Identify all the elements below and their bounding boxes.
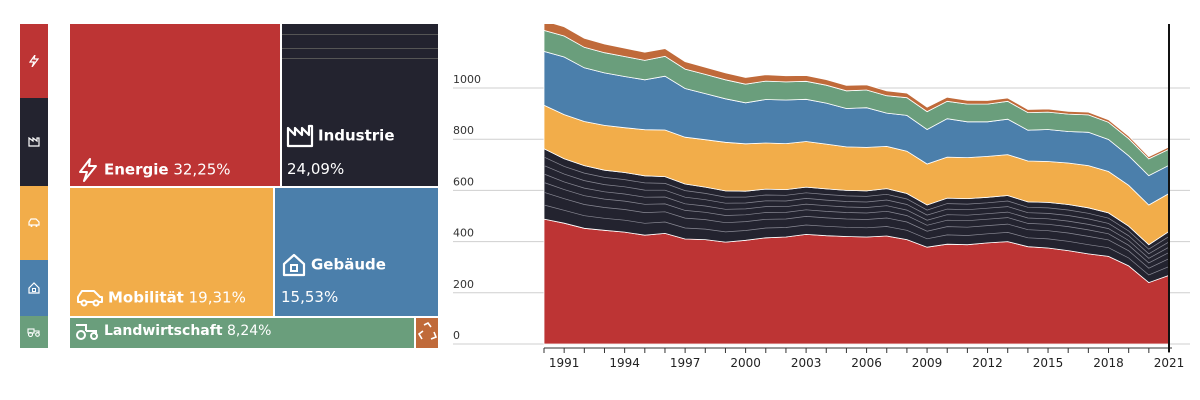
- sector-sidebar: [20, 24, 48, 348]
- x-tick-label: 2000: [730, 356, 761, 370]
- gebaeude-pct: 15,53%: [281, 288, 339, 306]
- house-icon: [28, 282, 40, 294]
- factory-icon: [286, 124, 314, 148]
- industrie-subline: [543, 173, 1170, 259]
- lightning-icon: [79, 158, 97, 182]
- industrie-subdivision: [282, 58, 438, 59]
- x-tick-label: 2009: [912, 356, 943, 370]
- industrie-subline: [543, 156, 1170, 250]
- lightning-icon: [29, 55, 39, 67]
- industrie-pct: 24,09%: [287, 160, 345, 178]
- sidebar-mobilitaet[interactable]: [20, 186, 48, 260]
- treemap-energie[interactable]: Energie 32,25%: [70, 24, 280, 186]
- y-tick-label: 800: [453, 124, 474, 137]
- house-icon: [282, 253, 306, 277]
- energie-label-group: Energie 32,25%: [78, 158, 231, 182]
- industrie-subdivision: [282, 48, 438, 49]
- industrie-subline: [543, 165, 1170, 255]
- landwirtschaft-label-group: Landwirtschaft 8,24%: [74, 321, 271, 341]
- tractor-icon: [27, 328, 40, 337]
- y-tick-label: 0: [453, 329, 460, 342]
- car-icon: [28, 218, 40, 227]
- industrie-subline: [543, 204, 1170, 276]
- treemap-gebaeude[interactable]: Gebäude 15,53%: [275, 188, 438, 316]
- plot-top-mask: [450, 0, 1200, 24]
- x-tick-label: 1991: [549, 356, 580, 370]
- gebaeude-label-group: Gebäude: [281, 252, 386, 278]
- landwirtschaft-pct: 8,24%: [226, 323, 272, 339]
- treemap-abfall[interactable]: [416, 318, 438, 348]
- industrie-label-group: Industrie: [286, 124, 395, 148]
- x-tick-label: 2015: [1033, 356, 1064, 370]
- industrie-label: Industrie: [318, 126, 395, 145]
- chart-areas: [450, 0, 1200, 345]
- mobilitaet-label-group: Mobilität 19,31%: [76, 288, 246, 308]
- mobilitaet-label: Mobilität: [108, 288, 184, 307]
- y-tick-label: 400: [453, 227, 474, 240]
- x-tick-label: 2003: [791, 356, 822, 370]
- y-tick-label: 200: [453, 278, 474, 291]
- industrie-subline: [543, 191, 1170, 269]
- emissions-area-chart: 0 200 400 600 800 1000 1991 1994 1997 2000 2003 20…: [450, 0, 1200, 370]
- treemap-mobilitaet[interactable]: Mobilität 19,31%: [70, 188, 273, 316]
- energie-pct: 32,25%: [173, 160, 231, 179]
- treemap-industrie[interactable]: Industrie 24,09%: [282, 24, 438, 186]
- treemap-landwirtschaft[interactable]: Landwirtschaft 8,24%: [70, 318, 414, 348]
- x-tick-label: 2012: [972, 356, 1003, 370]
- car-icon: [77, 290, 103, 307]
- x-tick-label: 2018: [1093, 356, 1124, 370]
- sidebar-gebaeude[interactable]: [20, 260, 48, 316]
- industrie-subline: [543, 182, 1170, 264]
- y-tick-label: 600: [453, 175, 474, 188]
- landwirtschaft-label: Landwirtschaft: [104, 323, 223, 339]
- gebaeude-label: Gebäude: [311, 255, 386, 274]
- x-tick-label: 1997: [670, 356, 701, 370]
- sidebar-landwirtschaft[interactable]: [20, 316, 48, 348]
- mobilitaet-pct: 19,31%: [188, 288, 246, 307]
- x-tick-label: 1994: [609, 356, 640, 370]
- chart-axis: 1991 1994 1997 2000 2003 2006 2009 2012 2015 2018…: [543, 24, 1185, 370]
- tractor-icon: [76, 324, 98, 340]
- sidebar-energie[interactable]: [20, 24, 48, 98]
- y-tick-label: 1000: [453, 73, 481, 86]
- x-tick-label: 2021: [1154, 356, 1185, 370]
- sector-treemap: Energie 32,25% Industrie 24,09% Mobilitä…: [70, 24, 438, 348]
- industrie-subdivision: [282, 34, 438, 35]
- sidebar-industrie[interactable]: [20, 98, 48, 186]
- recycle-icon: [418, 322, 438, 340]
- factory-icon: [28, 137, 40, 147]
- energie-label: Energie: [104, 160, 169, 179]
- x-tick-label: 2006: [851, 356, 882, 370]
